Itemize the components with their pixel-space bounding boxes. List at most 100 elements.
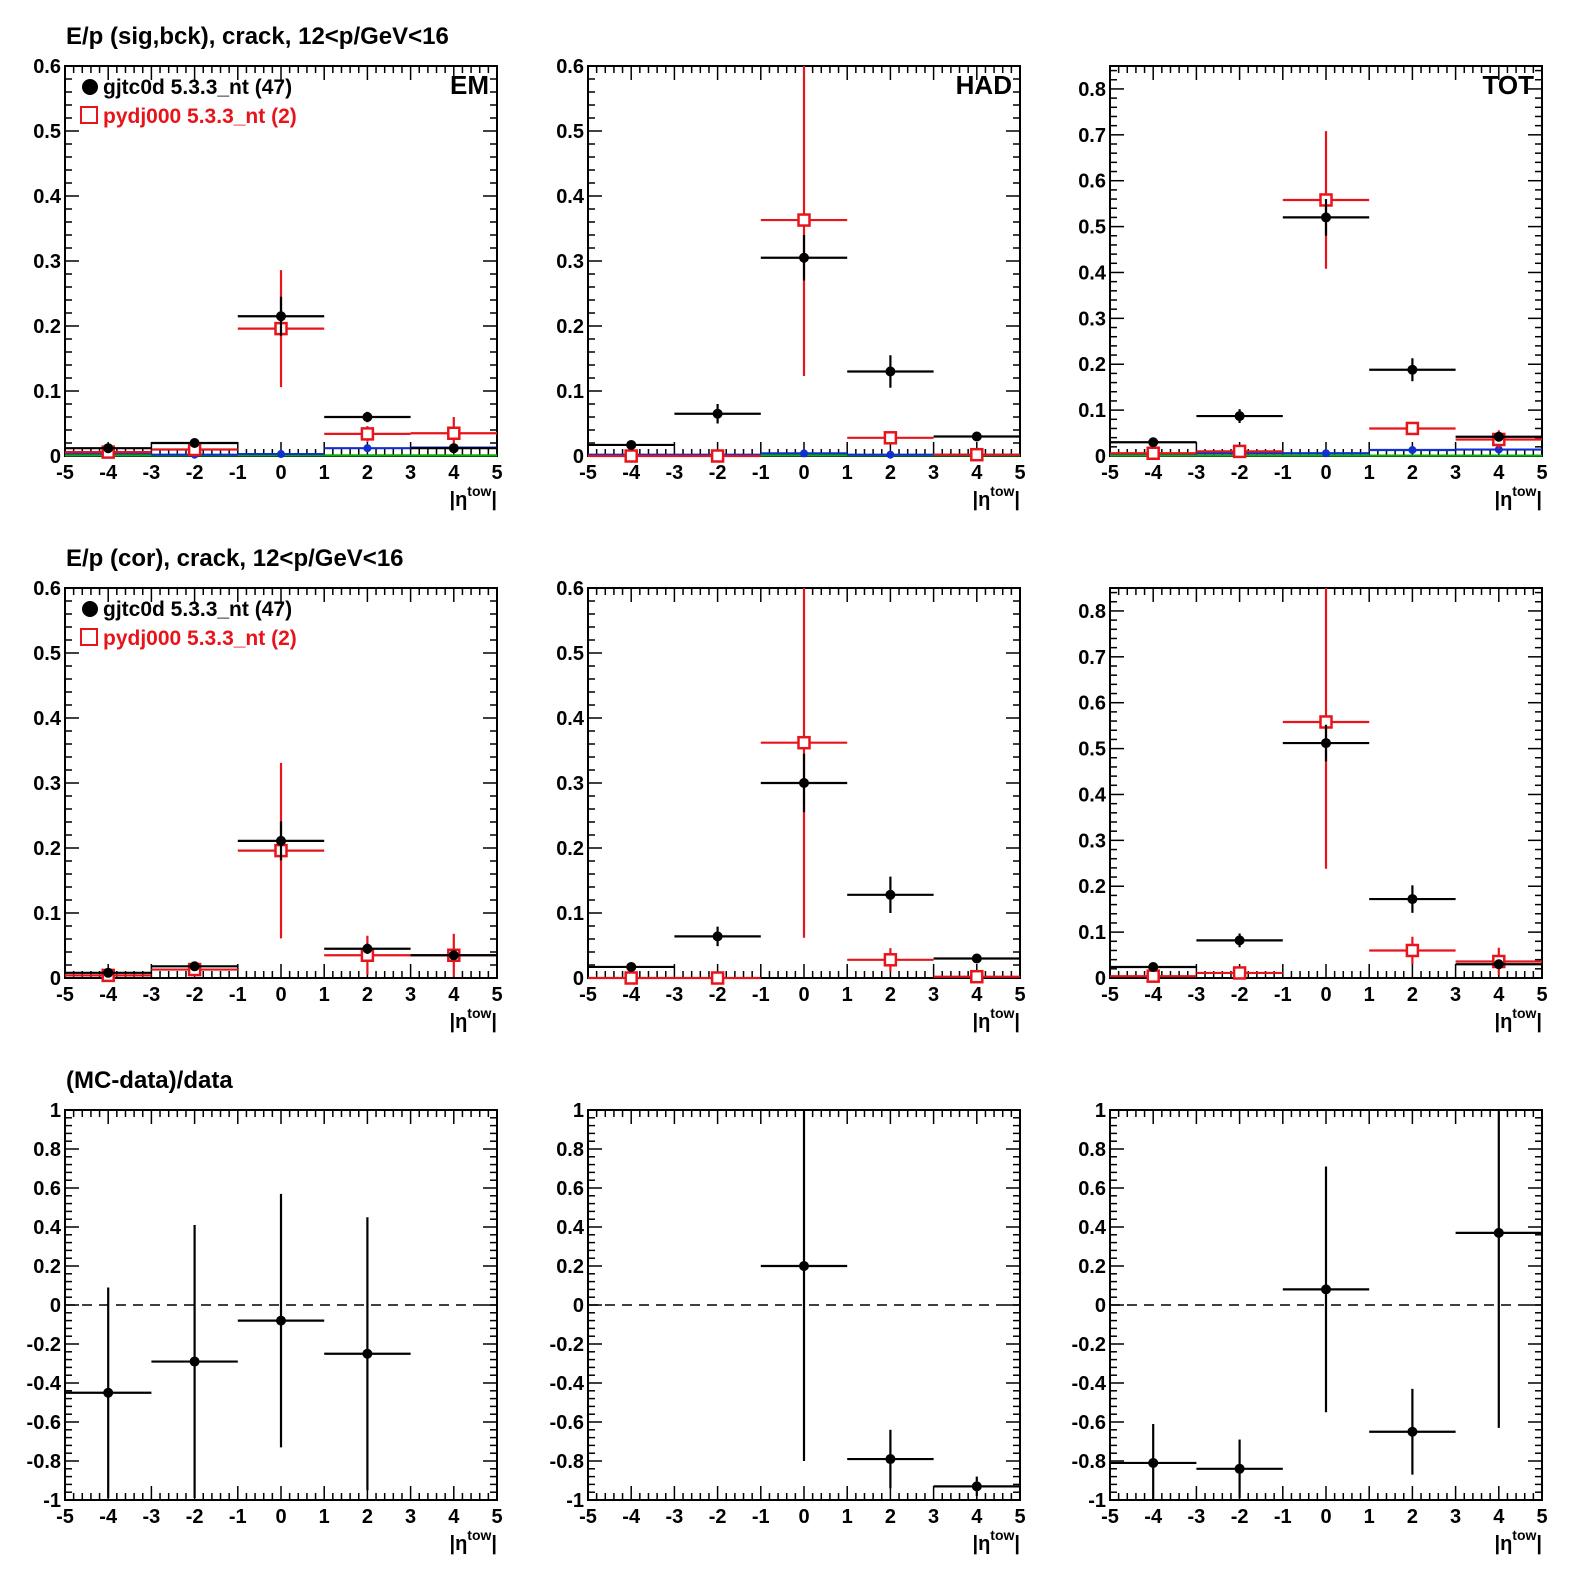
x-tick-label: 1: [319, 984, 330, 1006]
y-tick-label: 0.2: [1078, 1256, 1106, 1278]
y-tick-label: -1: [1088, 1490, 1106, 1512]
x-tick-label: 5: [1014, 462, 1025, 484]
chart-panel-6: -5 -4 -3 -2 -1 0 1 2 3 4 5 -1 -0.8 -0.6 -0.4 -0.2 0 0.2 0.…: [27, 1100, 503, 1555]
x-tick-label: -3: [143, 1506, 161, 1528]
data-point: [276, 835, 286, 846]
x-tick-label: -5: [579, 462, 597, 484]
x-tick-label: 0: [275, 1506, 286, 1528]
x-tick-label: -1: [229, 1506, 247, 1528]
y-tick-label: 0.3: [33, 773, 61, 795]
y-tick-label: -1: [43, 1490, 61, 1512]
y-tick-label: 0.1: [33, 903, 61, 925]
x-tick-label: 5: [491, 1506, 502, 1528]
data-point: [362, 412, 373, 422]
x-tick-label: -4: [1144, 1506, 1163, 1528]
mc-point: [970, 969, 984, 984]
y-tick-label: 0.2: [1078, 354, 1106, 376]
x-tick-label: 0: [798, 462, 809, 484]
data-point: [276, 1315, 286, 1326]
x-tick-label: -1: [1274, 462, 1292, 484]
x-tick-label: 1: [842, 1506, 853, 1528]
x-tick-label: -5: [56, 1506, 74, 1528]
x-tick-label: -3: [1188, 462, 1206, 484]
x-axis-title: |ηtow|: [972, 483, 1020, 511]
x-tick-label: -2: [709, 984, 727, 1006]
legend-data-marker: [82, 601, 98, 617]
x-tick-label: 1: [319, 462, 330, 484]
x-axis-title-sup: tow: [467, 1005, 491, 1021]
x-tick-label: 5: [1014, 984, 1025, 1006]
y-tick-label: 0: [50, 1295, 61, 1317]
x-tick-label: 2: [362, 984, 373, 1006]
legend-data-marker: [82, 79, 98, 95]
mc-point: [1405, 421, 1420, 436]
data-point: [1148, 1457, 1159, 1468]
mc-point: [1146, 969, 1160, 983]
data-point: [1321, 1284, 1331, 1295]
x-tick-label: -5: [579, 1506, 597, 1528]
x-axis-title-sup: tow: [467, 483, 491, 499]
mc-point: [624, 449, 638, 463]
y-tick-label: 0: [573, 446, 584, 468]
y-tick-label: 0: [573, 1295, 584, 1317]
panels-group: -5 -4 -3 -2 -1 0 1 2 3 4 500.10.20.30.40.50.6|ηtow…: [27, 56, 1548, 1555]
mc-point: [797, 735, 811, 750]
series-data: [588, 235, 1020, 450]
y-tick-label: 0: [1095, 1295, 1106, 1317]
y-tick-label: -1: [566, 1490, 584, 1512]
series-data: [65, 821, 497, 978]
data-point: [1234, 935, 1245, 946]
y-tick-label: 0.8: [1078, 601, 1106, 623]
y-tick-label: 0.1: [556, 381, 584, 403]
x-axis-title: |ηtow|: [449, 483, 497, 511]
x-tick-label: 5: [1536, 1506, 1547, 1528]
x-tick-label: -3: [666, 1506, 684, 1528]
legend-data-label: gjtc0d 5.3.3_nt (47): [103, 76, 292, 99]
x-tick-label: 1: [1364, 984, 1375, 1006]
data-point: [799, 778, 809, 788]
x-axis-title-close: |: [491, 489, 497, 511]
y-tick-label: 0.5: [33, 121, 61, 143]
x-axis-title-main: |η: [449, 489, 467, 511]
mc-point: [1146, 446, 1160, 460]
x-tick-label: 5: [1014, 1506, 1025, 1528]
y-tick-label: 0.1: [1078, 400, 1106, 422]
x-tick-label: -3: [1188, 984, 1206, 1006]
background-point: [1322, 449, 1330, 458]
data-point: [712, 931, 723, 942]
y-tick-label: 0.2: [33, 838, 61, 860]
y-tick-label: 0.5: [556, 121, 584, 143]
data-point: [1407, 1426, 1418, 1437]
x-tick-label: -5: [56, 984, 74, 1006]
mc-point: [447, 426, 461, 440]
data-point: [189, 961, 200, 972]
x-tick-label: -3: [666, 462, 684, 484]
chart-panel-2: -5 -4 -3 -2 -1 0 1 2 3 4 5 0 0.1 0.2 0.3 0.4 0.5 0.6 0.7 0.…: [1078, 65, 1548, 511]
x-tick-label: -1: [1274, 1506, 1292, 1528]
x-tick-label: -2: [709, 462, 727, 484]
data-point: [1148, 437, 1159, 448]
y-tick-label: 0.6: [1078, 1178, 1106, 1200]
y-tick-label: 0.3: [33, 251, 61, 273]
y-tick-label: -0.6: [27, 1412, 61, 1434]
x-tick-label: 3: [1450, 984, 1461, 1006]
chart-panel-8: -5 -4 -3 -2 -1 0 1 2 3 4 5 -1 -0.8 -0.6 -0.4 -0.2 0 0.2 0.…: [1072, 1100, 1548, 1555]
background-point: [363, 444, 372, 453]
y-tick-label: 0.2: [556, 838, 584, 860]
legend: gjtc0d 5.3.3_nt (47) pydj000 5.3.3_nt (2): [80, 598, 297, 650]
x-axis-title-main: |η: [972, 1011, 990, 1033]
x-tick-label: -2: [1231, 1506, 1249, 1528]
data-point: [1493, 1227, 1504, 1238]
data-point: [189, 1356, 200, 1367]
legend-mc-marker: [80, 628, 98, 646]
x-axis-title-sup: tow: [1512, 1527, 1536, 1543]
panel-tag-had: HAD: [956, 70, 1012, 100]
x-axis-title-close: |: [1014, 489, 1020, 511]
x-tick-label: -4: [99, 462, 118, 484]
y-tick-label: 0.1: [33, 381, 61, 403]
x-tick-label: -1: [1274, 984, 1292, 1006]
mc-point: [624, 971, 638, 985]
x-axis-title-close: |: [1014, 1011, 1020, 1033]
x-axis-title-main: |η: [449, 1011, 467, 1033]
x-tick-label: 2: [885, 984, 896, 1006]
